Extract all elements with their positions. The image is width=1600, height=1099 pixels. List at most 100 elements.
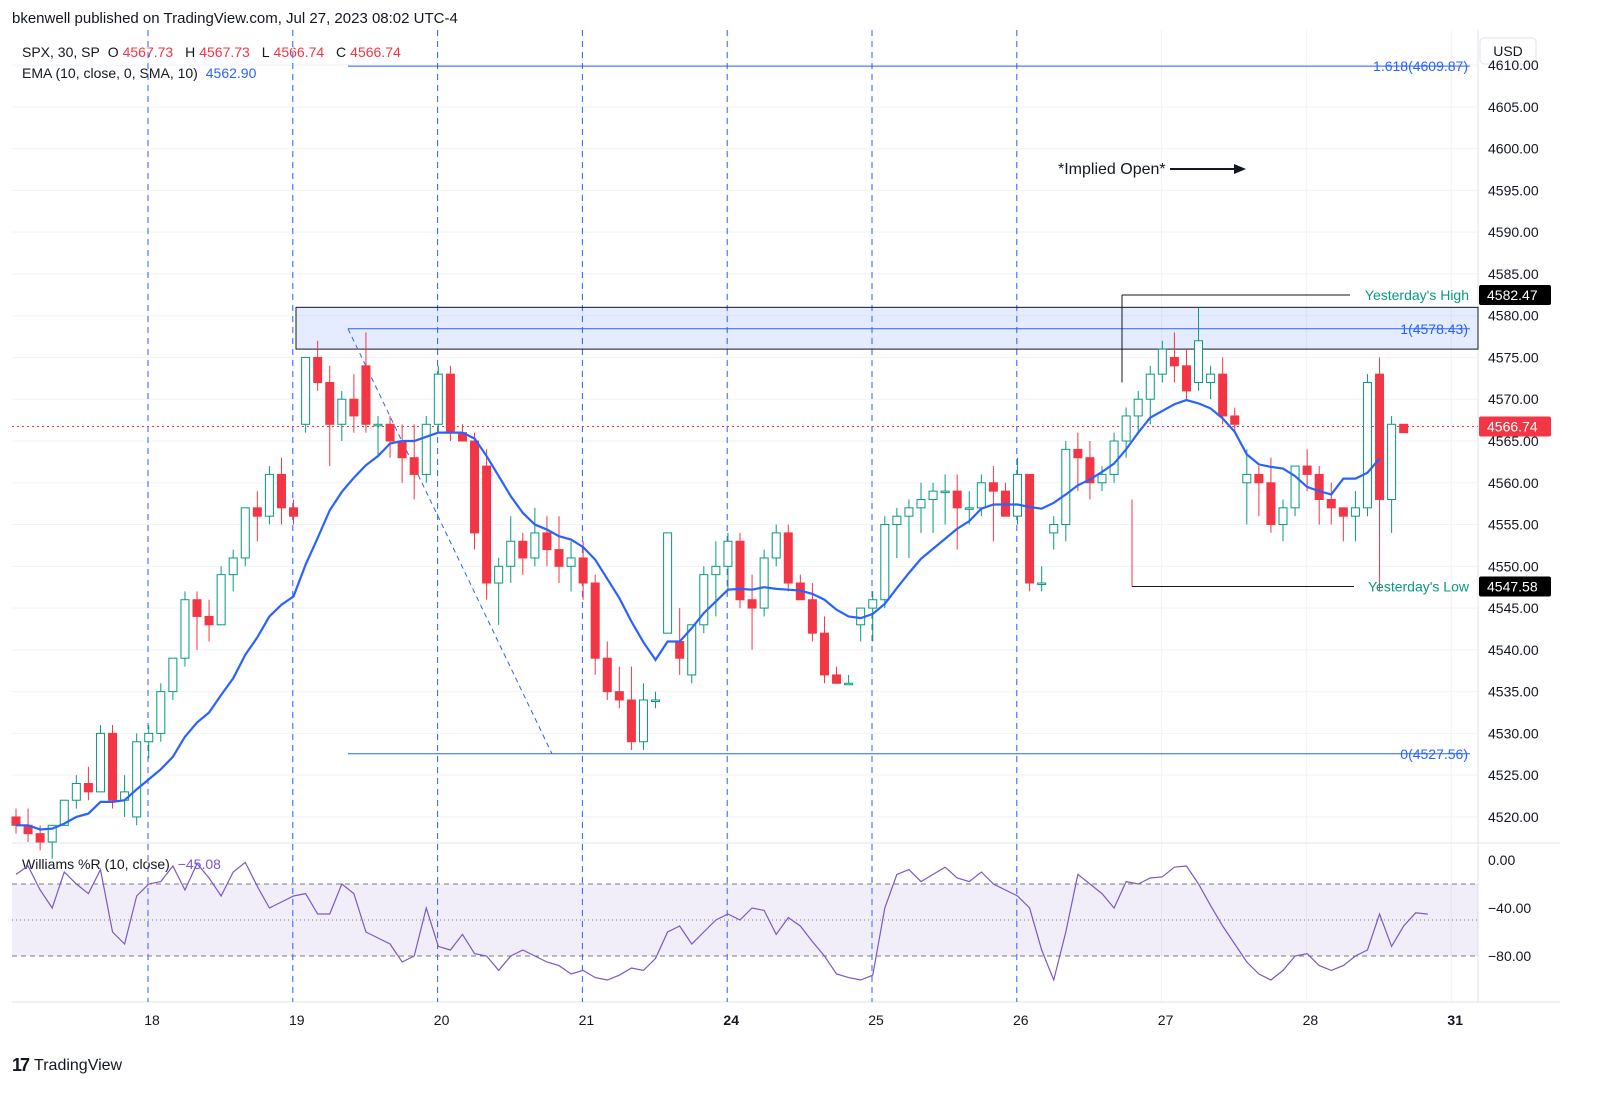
- candle-body: [1097, 473, 1107, 484]
- candles: [11, 307, 1409, 859]
- close-label: C 4566.74: [336, 44, 405, 60]
- yesterdays-low-tag: 4547.58: [1487, 579, 1538, 595]
- wr-line: [15, 861, 1428, 982]
- candle-body: [988, 482, 998, 492]
- candle-body: [952, 490, 962, 509]
- candle-body: [747, 599, 757, 609]
- y-tick-label: 4555.00: [1488, 517, 1539, 533]
- candle-body: [373, 423, 383, 427]
- candle-body: [1375, 373, 1385, 500]
- candle-body: [421, 423, 431, 475]
- time-axis[interactable]: 18 19 20 21 24 25 26 27 28 31: [144, 1012, 1463, 1028]
- candle-body: [1266, 482, 1276, 526]
- candle-body: [590, 582, 600, 659]
- candle-body: [132, 741, 142, 818]
- candle-body: [47, 824, 57, 843]
- ema-line: [16, 398, 1381, 831]
- williams-r-pane: [12, 861, 1478, 982]
- low-label: L 4566.74: [262, 44, 328, 60]
- candle-body: [687, 624, 697, 676]
- candle-body: [180, 599, 190, 659]
- ema-label: EMA (10, close, 0, SMA, 10): [22, 65, 198, 81]
- x-tick-label: 20: [434, 1012, 450, 1028]
- low-value: 4566.74: [273, 44, 325, 60]
- candle-body: [1350, 507, 1360, 517]
- yesterdays-high-tag-bg: [1479, 285, 1551, 306]
- candle-body: [1194, 340, 1204, 384]
- candle-body: [554, 549, 564, 567]
- wr-legend[interactable]: Williams %R (10, close) −45.08: [22, 856, 225, 872]
- wr-tick-label: 0.00: [1488, 852, 1515, 868]
- candle-body: [832, 674, 842, 684]
- candle-body: [1338, 507, 1348, 517]
- candle-body: [651, 699, 661, 702]
- candle-body: [578, 557, 588, 584]
- candle-body: [542, 532, 552, 551]
- fib-level-label: 1.618(4609.87): [1373, 58, 1468, 74]
- candle-body: [1061, 448, 1071, 526]
- h-key: H: [185, 44, 196, 60]
- candle-body: [1121, 415, 1131, 442]
- candle-body: [1169, 356, 1179, 367]
- y-tick-label: 4560.00: [1488, 475, 1539, 491]
- candle-body: [771, 532, 781, 559]
- candle-body: [602, 657, 612, 693]
- tradingview-logo-icon: 17: [12, 1055, 30, 1075]
- candle-body: [313, 356, 323, 384]
- candle-body: [276, 473, 286, 509]
- candle-body: [192, 599, 202, 617]
- x-tick-label: 26: [1013, 1012, 1029, 1028]
- candle-body: [95, 732, 105, 793]
- symbol-label[interactable]: SPX, 30, SP: [22, 44, 100, 60]
- candle-body: [976, 482, 986, 509]
- candle-body: [699, 574, 709, 626]
- last-price-tag: 4566.74: [1487, 418, 1538, 434]
- candle-body: [11, 816, 21, 826]
- close-value: 4566.74: [350, 44, 401, 60]
- y-tick-label: 4540.00: [1488, 642, 1539, 658]
- candle-body: [868, 599, 878, 609]
- candle-body: [494, 565, 504, 584]
- y-tick-label: 4605.00: [1488, 99, 1539, 115]
- candle-body: [289, 507, 299, 517]
- y-tick-label: 4525.00: [1488, 767, 1539, 783]
- yesterdays-high-label: Yesterday's High: [1365, 287, 1469, 303]
- y-tick-label: 4600.00: [1488, 141, 1539, 157]
- x-tick-label: 31: [1447, 1012, 1463, 1028]
- fib-level-label: 0(4527.56): [1400, 746, 1468, 762]
- yesterdays-low-tag-bg: [1479, 576, 1551, 597]
- candle-body: [144, 732, 154, 743]
- candle-body: [1314, 473, 1324, 500]
- candle-body: [470, 440, 480, 534]
- candle-body: [216, 574, 226, 626]
- wr-label: Williams %R (10, close): [22, 856, 170, 872]
- yesterdays-high-tag: 4582.47: [1487, 287, 1538, 303]
- candle-body: [844, 682, 854, 686]
- y-tick-label: 4590.00: [1488, 224, 1539, 240]
- candle-body: [325, 382, 335, 425]
- candle-body: [530, 532, 540, 559]
- candle-body: [59, 799, 69, 826]
- candle-body: [1218, 373, 1228, 417]
- candle-body: [71, 783, 81, 801]
- x-tick-label: 28: [1303, 1012, 1319, 1028]
- candle-body: [1025, 473, 1035, 584]
- candle-body: [1326, 498, 1336, 509]
- candle-body: [723, 540, 733, 567]
- candle-body: [964, 507, 974, 510]
- candle-body: [904, 507, 914, 517]
- candle-body: [108, 732, 118, 801]
- candle-body: [1013, 473, 1023, 517]
- brand-footer[interactable]: 17 TradingView: [12, 1055, 122, 1076]
- candle-body: [1254, 473, 1264, 484]
- candle-body: [1206, 373, 1216, 384]
- price-axis[interactable]: USD 4520.00 4525.00 4530.00 4535.00 4540.00 45…: [1479, 37, 1551, 964]
- price-chart[interactable]: 1.618(4609.87) 1(4578.43) 0(4527.56) *Impl…: [0, 0, 1600, 1040]
- ema-legend[interactable]: EMA (10, close, 0, SMA, 10) 4562.90: [22, 65, 260, 81]
- last-price-tag-bg: [1479, 416, 1551, 437]
- x-tick-label: 24: [723, 1012, 739, 1028]
- annotations: *Implied Open* Yesterday's High Yesterday'…: [1058, 161, 1470, 595]
- fib-levels: 1.618(4609.87) 1(4578.43) 0(4527.56): [348, 58, 1470, 762]
- candle-body: [264, 473, 274, 517]
- candle-body: [675, 641, 685, 659]
